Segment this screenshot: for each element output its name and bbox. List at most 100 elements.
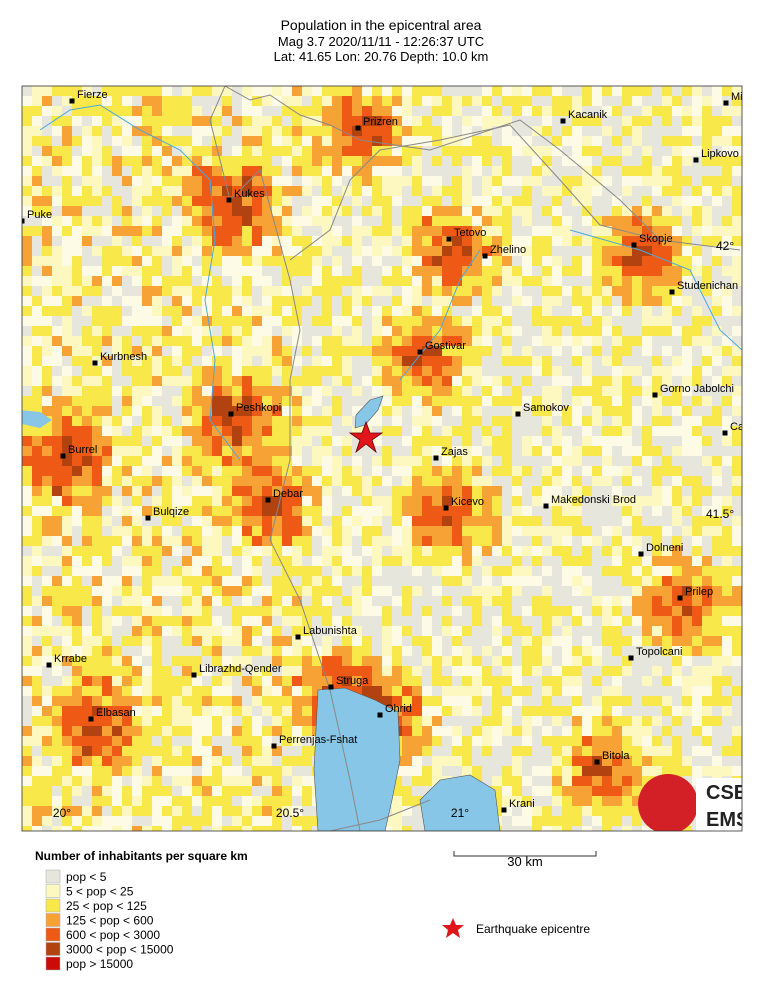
pop-tile bbox=[382, 646, 392, 656]
pop-tile bbox=[312, 666, 322, 676]
pop-tile bbox=[652, 196, 662, 206]
pop-tile bbox=[292, 646, 302, 656]
pop-tile bbox=[292, 606, 302, 616]
pop-tile bbox=[242, 576, 252, 586]
pop-tile bbox=[142, 796, 152, 806]
pop-tile bbox=[32, 576, 42, 586]
pop-tile bbox=[282, 296, 292, 306]
pop-tile bbox=[692, 566, 702, 576]
pop-tile bbox=[302, 266, 312, 276]
pop-tile bbox=[402, 336, 412, 346]
pop-tile bbox=[622, 806, 632, 816]
pop-tile bbox=[512, 356, 522, 366]
pop-tile bbox=[712, 136, 722, 146]
pop-tile bbox=[162, 246, 172, 256]
pop-tile bbox=[652, 246, 662, 256]
pop-tile bbox=[622, 396, 632, 406]
pop-tile bbox=[402, 426, 412, 436]
pop-tile bbox=[542, 176, 552, 186]
city-marker bbox=[723, 431, 728, 436]
pop-tile bbox=[202, 606, 212, 616]
city-marker bbox=[516, 412, 521, 417]
pop-tile bbox=[132, 476, 142, 486]
pop-tile bbox=[252, 296, 262, 306]
pop-tile bbox=[482, 626, 492, 636]
pop-tile bbox=[722, 736, 732, 746]
pop-tile bbox=[422, 86, 432, 96]
pop-tile bbox=[122, 676, 132, 686]
pop-tile bbox=[632, 276, 642, 286]
pop-tile bbox=[622, 126, 632, 136]
pop-tile bbox=[52, 776, 62, 786]
pop-tile bbox=[102, 546, 112, 556]
pop-tile bbox=[22, 796, 32, 806]
pop-tile bbox=[422, 736, 432, 746]
logo-text: CSEM bbox=[706, 782, 762, 804]
pop-tile bbox=[102, 776, 112, 786]
pop-tile bbox=[132, 766, 142, 776]
pop-tile bbox=[322, 516, 332, 526]
pop-tile bbox=[162, 326, 172, 336]
pop-tile bbox=[342, 226, 352, 236]
pop-tile bbox=[472, 266, 482, 276]
pop-tile bbox=[552, 736, 562, 746]
pop-tile bbox=[442, 276, 452, 286]
pop-tile bbox=[122, 766, 132, 776]
pop-tile bbox=[332, 306, 342, 316]
pop-tile bbox=[412, 746, 422, 756]
pop-tile bbox=[582, 776, 592, 786]
pop-tile bbox=[512, 726, 522, 736]
pop-tile bbox=[672, 126, 682, 136]
pop-tile bbox=[292, 196, 302, 206]
pop-tile bbox=[512, 266, 522, 276]
pop-tile bbox=[652, 356, 662, 366]
pop-tile bbox=[452, 516, 462, 526]
pop-tile bbox=[22, 716, 32, 726]
pop-tile bbox=[532, 616, 542, 626]
pop-tile bbox=[392, 206, 402, 216]
pop-tile bbox=[602, 516, 612, 526]
pop-tile bbox=[402, 536, 412, 546]
pop-tile bbox=[132, 136, 142, 146]
pop-tile bbox=[172, 366, 182, 376]
pop-tile bbox=[192, 626, 202, 636]
pop-tile bbox=[602, 156, 612, 166]
pop-tile bbox=[472, 286, 482, 296]
pop-tile bbox=[702, 766, 712, 776]
pop-tile bbox=[92, 186, 102, 196]
pop-tile bbox=[572, 676, 582, 686]
pop-tile bbox=[172, 296, 182, 306]
pop-tile bbox=[442, 246, 452, 256]
pop-tile bbox=[72, 146, 82, 156]
pop-tile bbox=[142, 566, 152, 576]
pop-tile bbox=[602, 766, 612, 776]
pop-tile bbox=[462, 196, 472, 206]
pop-tile bbox=[382, 316, 392, 326]
pop-tile bbox=[242, 626, 252, 636]
pop-tile bbox=[82, 286, 92, 296]
pop-tile bbox=[62, 396, 72, 406]
pop-tile bbox=[552, 536, 562, 546]
pop-tile bbox=[612, 276, 622, 286]
pop-tile bbox=[262, 596, 272, 606]
pop-tile bbox=[292, 556, 302, 566]
pop-tile bbox=[92, 596, 102, 606]
pop-tile bbox=[162, 596, 172, 606]
pop-tile bbox=[562, 306, 572, 316]
pop-tile bbox=[522, 536, 532, 546]
pop-tile bbox=[242, 236, 252, 246]
pop-tile bbox=[502, 486, 512, 496]
pop-tile bbox=[482, 296, 492, 306]
pop-tile bbox=[622, 726, 632, 736]
pop-tile bbox=[452, 256, 462, 266]
pop-tile bbox=[402, 236, 412, 246]
pop-tile bbox=[492, 206, 502, 216]
pop-tile bbox=[382, 686, 392, 696]
pop-tile bbox=[82, 236, 92, 246]
pop-tile bbox=[22, 696, 32, 706]
pop-tile bbox=[662, 396, 672, 406]
pop-tile bbox=[482, 356, 492, 366]
pop-tile bbox=[482, 456, 492, 466]
pop-tile bbox=[22, 506, 32, 516]
pop-tile bbox=[122, 466, 132, 476]
